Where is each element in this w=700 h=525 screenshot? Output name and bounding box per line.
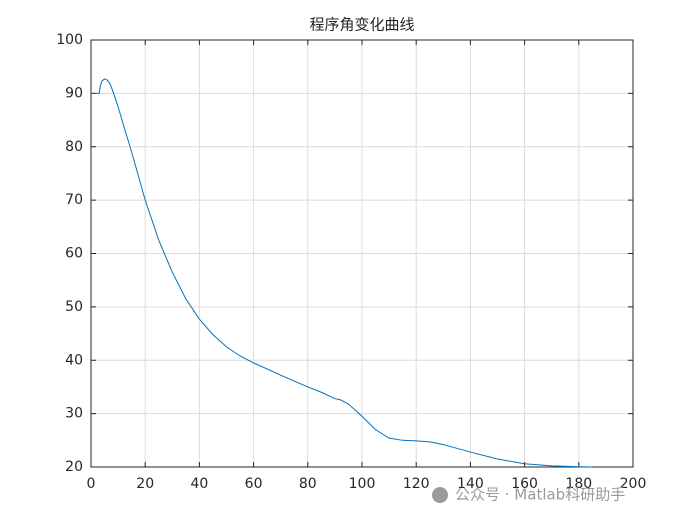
y-tick-label: 70 [65,192,83,208]
watermark-group: 公众号 · Matlab科研助手 [432,486,625,504]
y-tick-label: 90 [65,85,83,101]
y-tick-label: 100 [56,32,83,48]
line-series [91,78,593,468]
y-tick-label: 80 [65,139,83,155]
x-tick-label: 180 [565,476,592,492]
x-tick-label: 40 [190,476,208,492]
x-tick-label: 100 [349,476,376,492]
x-tick-label: 0 [87,476,96,492]
y-tick-label: 40 [65,352,83,368]
x-tick-label: 160 [511,476,538,492]
x-tick-label: 200 [620,476,647,492]
y-tick-label: 20 [65,459,83,475]
y-tick-label: 50 [65,299,83,315]
x-tick-label: 20 [136,476,154,492]
x-tick-label: 80 [299,476,317,492]
watermark: 公众号 · Matlab科研助手 [455,486,625,504]
x-tick-label: 120 [403,476,430,492]
y-tick-label: 30 [65,406,83,422]
plot-frame [90,39,634,468]
x-tick-label: 140 [457,476,484,492]
watermark-icon [432,487,448,503]
y-tick-label: 60 [65,246,83,262]
chart-title: 程序角变化曲线 [309,16,414,34]
x-tick-label: 60 [245,476,263,492]
